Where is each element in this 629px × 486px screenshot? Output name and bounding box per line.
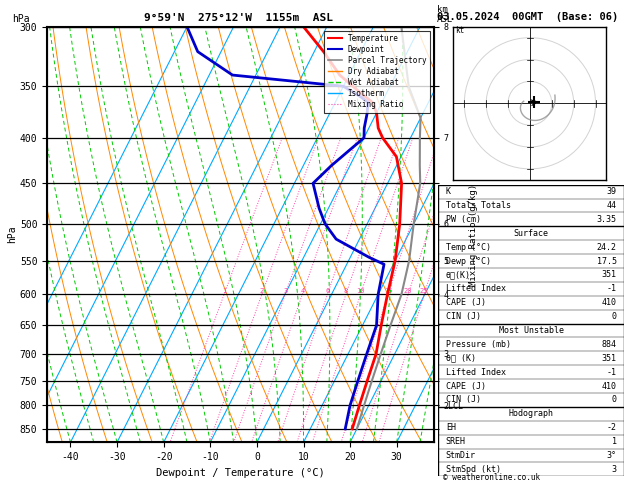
- Text: 6: 6: [325, 288, 330, 295]
- Text: 410: 410: [601, 382, 616, 391]
- Text: © weatheronline.co.uk: © weatheronline.co.uk: [443, 473, 540, 482]
- Text: CIN (J): CIN (J): [446, 396, 481, 404]
- Text: 03.05.2024  00GMT  (Base: 06): 03.05.2024 00GMT (Base: 06): [437, 12, 618, 22]
- Text: 410: 410: [601, 298, 616, 307]
- Text: 24.2: 24.2: [596, 243, 616, 252]
- X-axis label: Dewpoint / Temperature (°C): Dewpoint / Temperature (°C): [156, 468, 325, 478]
- Y-axis label: Mixing Ratio (g/kg): Mixing Ratio (g/kg): [469, 183, 478, 286]
- Text: 39: 39: [606, 187, 616, 196]
- Text: hPa: hPa: [13, 14, 30, 24]
- Text: CAPE (J): CAPE (J): [446, 298, 486, 307]
- Text: Dewp (°C): Dewp (°C): [446, 257, 491, 265]
- Text: 3.35: 3.35: [596, 215, 616, 224]
- Text: -1: -1: [606, 284, 616, 294]
- Text: PW (cm): PW (cm): [446, 215, 481, 224]
- Text: kt: kt: [455, 26, 465, 35]
- Text: 8: 8: [344, 288, 348, 295]
- Text: 2: 2: [260, 288, 264, 295]
- Text: 0: 0: [611, 396, 616, 404]
- Text: StmDir: StmDir: [446, 451, 476, 460]
- Text: 884: 884: [601, 340, 616, 349]
- Text: 15: 15: [384, 288, 392, 295]
- Text: 44: 44: [606, 201, 616, 210]
- Text: 10: 10: [356, 288, 365, 295]
- Text: Hodograph: Hodograph: [509, 409, 554, 418]
- Text: 3°: 3°: [606, 451, 616, 460]
- Text: Most Unstable: Most Unstable: [499, 326, 564, 335]
- Text: 3: 3: [283, 288, 287, 295]
- Text: 3: 3: [611, 465, 616, 474]
- Text: CAPE (J): CAPE (J): [446, 382, 486, 391]
- Text: km
ASL: km ASL: [437, 5, 454, 24]
- Text: θᴄ (K): θᴄ (K): [446, 354, 476, 363]
- Text: 1: 1: [611, 437, 616, 446]
- Text: 17.5: 17.5: [596, 257, 616, 265]
- Text: 4: 4: [300, 288, 304, 295]
- Text: 351: 351: [601, 354, 616, 363]
- Text: 351: 351: [601, 270, 616, 279]
- Text: 0: 0: [611, 312, 616, 321]
- Text: 20: 20: [404, 288, 413, 295]
- Text: 25: 25: [420, 288, 428, 295]
- Text: 1: 1: [222, 288, 226, 295]
- Text: -2: -2: [606, 423, 616, 432]
- Text: StmSpd (kt): StmSpd (kt): [446, 465, 501, 474]
- Text: Pressure (mb): Pressure (mb): [446, 340, 511, 349]
- Text: -1: -1: [606, 367, 616, 377]
- Text: SREH: SREH: [446, 437, 466, 446]
- Text: K: K: [446, 187, 451, 196]
- Text: CIN (J): CIN (J): [446, 312, 481, 321]
- Text: Temp (°C): Temp (°C): [446, 243, 491, 252]
- Y-axis label: hPa: hPa: [7, 226, 17, 243]
- Legend: Temperature, Dewpoint, Parcel Trajectory, Dry Adiabat, Wet Adiabat, Isotherm, Mi: Temperature, Dewpoint, Parcel Trajectory…: [324, 31, 430, 113]
- Text: Lifted Index: Lifted Index: [446, 284, 506, 294]
- Text: 9°59'N  275°12'W  1155m  ASL: 9°59'N 275°12'W 1155m ASL: [144, 13, 333, 23]
- Text: Totals Totals: Totals Totals: [446, 201, 511, 210]
- Text: Lifted Index: Lifted Index: [446, 367, 506, 377]
- Text: Surface: Surface: [514, 229, 548, 238]
- Text: θᴄ(K): θᴄ(K): [446, 270, 471, 279]
- Text: EH: EH: [446, 423, 456, 432]
